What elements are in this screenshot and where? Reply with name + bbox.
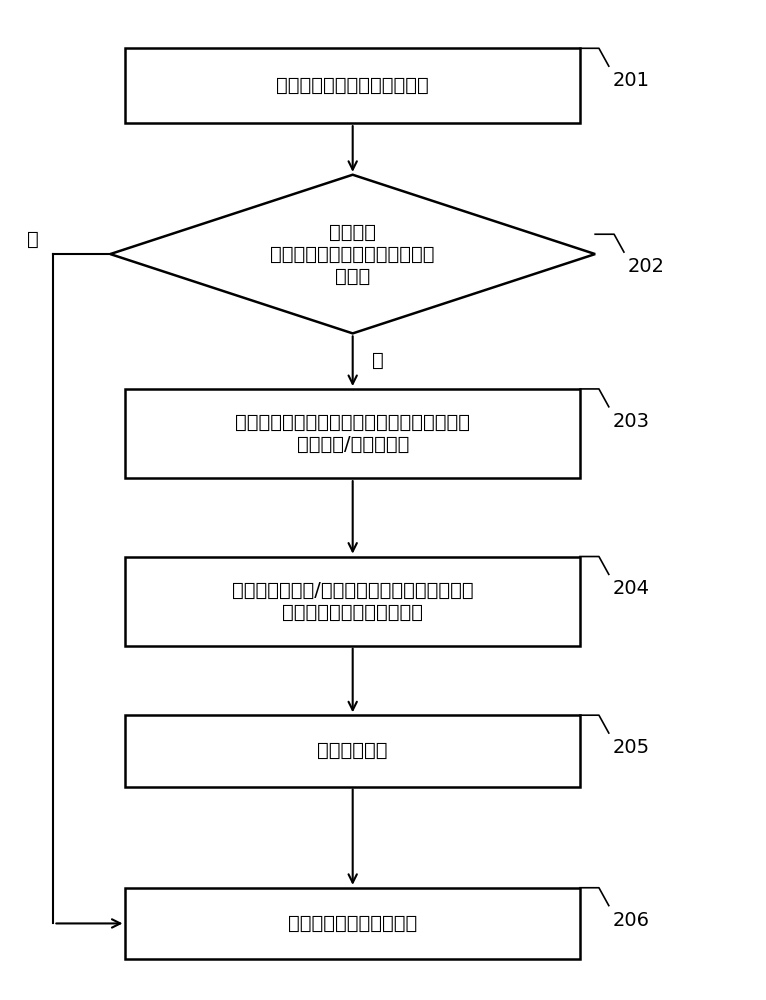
Text: 显示目标页面: 显示目标页面 <box>317 741 388 760</box>
Text: 检测第一
应用的历史启动记录是否满足预
设条件: 检测第一 应用的历史启动记录是否满足预 设条件 <box>270 223 435 286</box>
Bar <box>126 557 580 646</box>
Text: 204: 204 <box>613 579 650 598</box>
Text: 202: 202 <box>627 257 665 276</box>
Text: 206: 206 <box>613 911 650 930</box>
Text: 否: 否 <box>27 230 39 249</box>
Bar <box>126 389 580 478</box>
Text: 203: 203 <box>613 412 650 431</box>
Bar <box>126 715 580 787</box>
Polygon shape <box>110 175 595 333</box>
Text: 显示第一应用的默认首页: 显示第一应用的默认首页 <box>288 914 417 933</box>
Text: 205: 205 <box>613 738 650 757</box>
Text: 201: 201 <box>613 71 650 90</box>
Bar <box>126 48 580 123</box>
Text: 接收针对第一应用的启动指令: 接收针对第一应用的启动指令 <box>277 76 429 95</box>
Bar <box>126 888 580 959</box>
Text: 根据显示频率和/或显示时长确定候选首页中符
合第一预设规则的目标页面: 根据显示频率和/或显示时长确定候选首页中符 合第一预设规则的目标页面 <box>232 581 473 622</box>
Text: 根据启动指令，统计第一应用的候选首页的显
示频率和/或显示时长: 根据启动指令，统计第一应用的候选首页的显 示频率和/或显示时长 <box>235 413 470 454</box>
Text: 是: 是 <box>372 351 384 370</box>
